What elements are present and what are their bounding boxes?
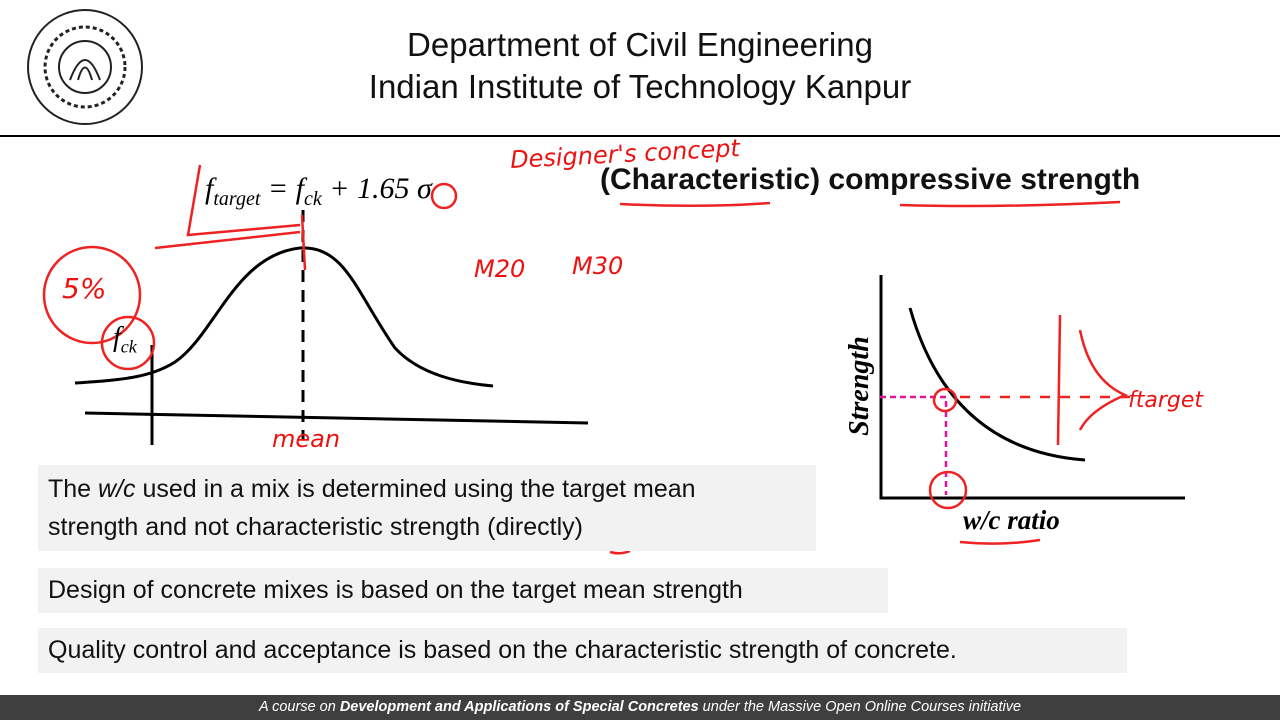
- bullet: Quality control and acceptance is based …: [38, 628, 1127, 673]
- bullet: The w/c used in a mix is determined usin…: [38, 465, 816, 551]
- formula-sub: ck: [303, 188, 322, 210]
- bullet-line: The w/c used in a mix is determined usin…: [48, 470, 806, 508]
- annotation: ftarget: [1128, 388, 1204, 413]
- formula-part: =: [260, 172, 296, 205]
- bullet-line: strength and not characteristic strength…: [48, 513, 583, 541]
- annotation: mean: [272, 425, 341, 453]
- formula-part: + 1.65 σ: [321, 172, 432, 205]
- header-line: Department of Civil Engineering: [407, 26, 873, 63]
- formula-part: f: [295, 172, 304, 205]
- footer: A course on Development and Applications…: [0, 695, 1280, 720]
- annotation: 5%: [62, 272, 107, 305]
- logo: [27, 9, 143, 125]
- bell-curve: [74, 210, 589, 445]
- annotation: M20: [474, 255, 526, 283]
- fck-label: fck: [113, 322, 137, 358]
- text: A course on: [258, 699, 340, 715]
- text: used in a mix is determined using the ta…: [135, 475, 696, 503]
- header: Department of Civil Engineering Indian I…: [0, 0, 1280, 137]
- annotation: M30: [572, 252, 624, 280]
- y-axis-label: Strength: [844, 336, 875, 436]
- label-part: f: [113, 322, 121, 353]
- text: w/c: [98, 475, 136, 503]
- label-sub: ck: [120, 336, 137, 357]
- text: The: [48, 475, 99, 503]
- slide-heading: (Characteristic) compressive strength: [600, 163, 1141, 196]
- formula-sub: target: [213, 188, 261, 210]
- wc-graph: [879, 275, 1185, 500]
- header-line: Indian Institute of Technology Kanpur: [368, 68, 912, 105]
- formula-part: f: [205, 172, 214, 205]
- bullet: Design of concrete mixes is based on the…: [38, 568, 888, 613]
- formula: ftarget = fck + 1.65 σ: [205, 172, 432, 211]
- x-axis-label: w/c ratio: [963, 505, 1060, 535]
- text: under the Massive Open Online Courses in…: [698, 699, 1022, 715]
- text: Development and Applications of Special …: [339, 699, 699, 715]
